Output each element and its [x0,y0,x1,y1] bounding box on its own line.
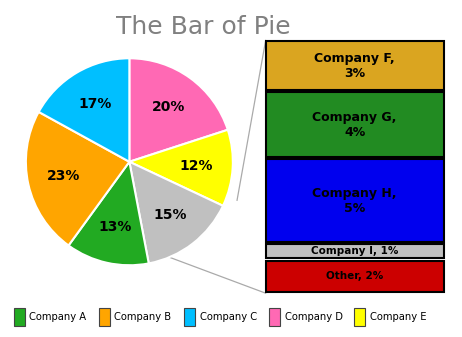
Text: 17%: 17% [79,97,112,111]
Text: 15%: 15% [154,208,187,222]
Text: 20%: 20% [152,100,186,114]
Text: 13%: 13% [98,220,131,235]
Wedge shape [68,162,149,265]
Text: Company H,
5%: Company H, 5% [312,186,397,215]
Text: The Bar of Pie: The Bar of Pie [116,15,291,39]
Text: 23%: 23% [47,170,80,183]
Text: Company E: Company E [370,312,426,322]
FancyBboxPatch shape [184,307,195,326]
Text: Company I, 1%: Company I, 1% [311,246,398,256]
Text: Company A: Company A [29,312,86,322]
Text: Company G,
4%: Company G, 4% [312,111,397,139]
Wedge shape [39,58,129,162]
Text: Company C: Company C [200,312,256,322]
Wedge shape [129,58,228,162]
FancyBboxPatch shape [14,307,25,326]
Text: Company D: Company D [285,312,343,322]
Text: Other, 2%: Other, 2% [326,271,383,281]
FancyBboxPatch shape [266,261,444,292]
FancyBboxPatch shape [266,41,444,90]
Wedge shape [26,112,129,245]
Text: Company F,
3%: Company F, 3% [314,52,395,80]
FancyBboxPatch shape [266,244,444,258]
FancyBboxPatch shape [266,92,444,157]
Wedge shape [129,130,233,206]
Text: Company B: Company B [115,312,171,322]
FancyBboxPatch shape [99,307,110,326]
FancyBboxPatch shape [269,307,280,326]
Text: 12%: 12% [180,159,213,173]
FancyBboxPatch shape [354,307,365,326]
FancyBboxPatch shape [266,159,444,242]
Wedge shape [129,162,223,264]
